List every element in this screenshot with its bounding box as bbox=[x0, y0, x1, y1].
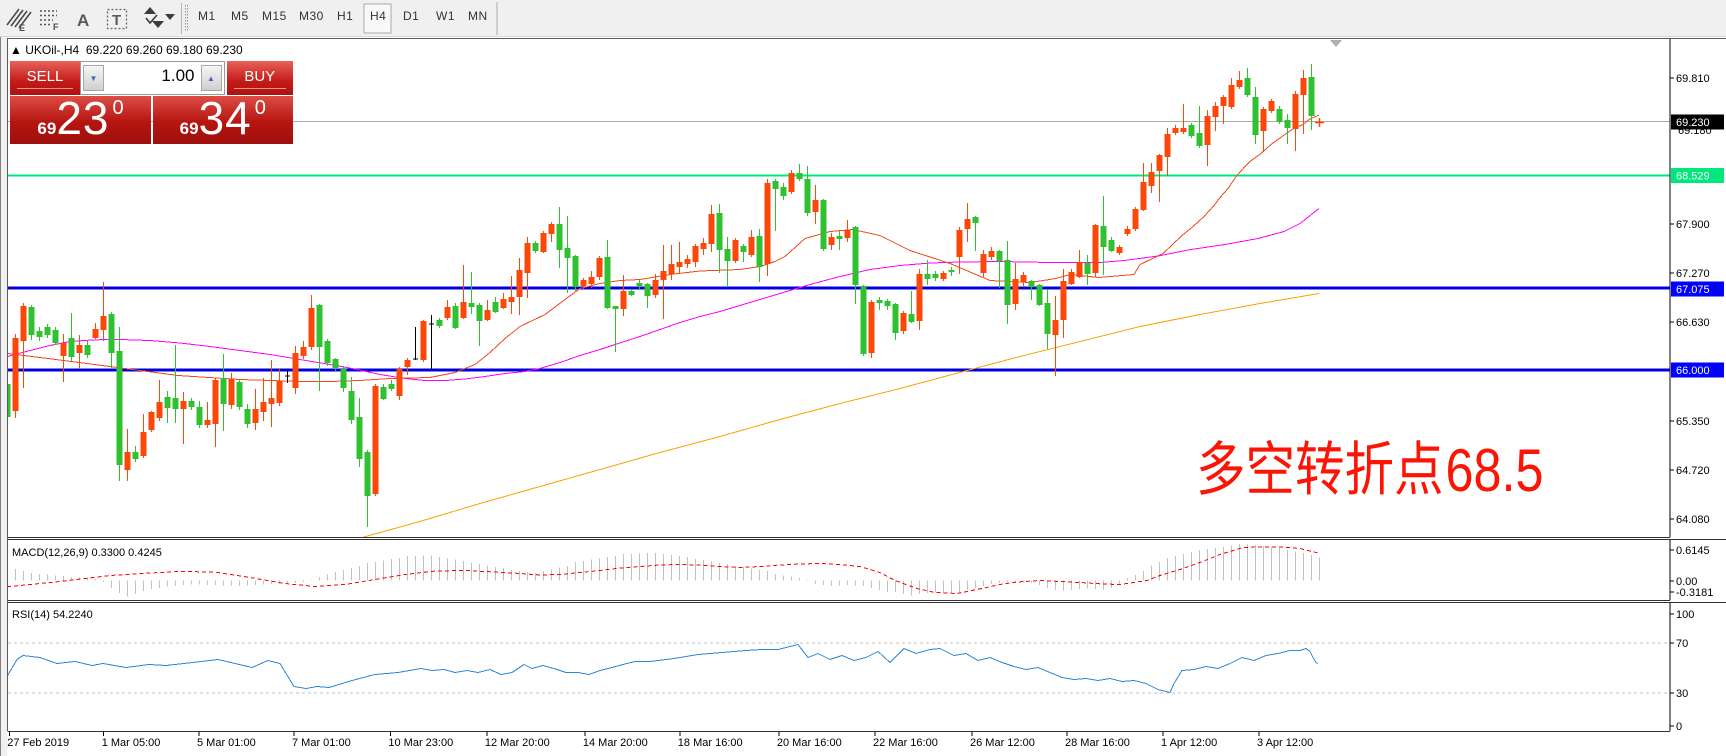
svg-text:1 Apr 12:00: 1 Apr 12:00 bbox=[1161, 737, 1217, 749]
svg-text:14 Mar 20:00: 14 Mar 20:00 bbox=[583, 737, 648, 749]
svg-text:64.720: 64.720 bbox=[1676, 465, 1710, 477]
svg-text:30: 30 bbox=[1676, 688, 1688, 700]
svg-text:65.350: 65.350 bbox=[1676, 416, 1710, 428]
svg-text:5 Mar 01:00: 5 Mar 01:00 bbox=[197, 737, 256, 749]
svg-text:67.900: 67.900 bbox=[1676, 219, 1710, 231]
svg-text:0.6145: 0.6145 bbox=[1676, 545, 1710, 557]
svg-text:67.075: 67.075 bbox=[1676, 284, 1710, 296]
svg-text:22 Mar 16:00: 22 Mar 16:00 bbox=[873, 737, 938, 749]
svg-text:68.5: 68.5 bbox=[1446, 437, 1544, 504]
svg-text:18 Mar 16:00: 18 Mar 16:00 bbox=[678, 737, 743, 749]
svg-text:27 Feb 2019: 27 Feb 2019 bbox=[7, 737, 69, 749]
svg-text:0.00: 0.00 bbox=[1676, 576, 1697, 588]
svg-text:0: 0 bbox=[1676, 721, 1682, 733]
svg-text:100: 100 bbox=[1676, 609, 1694, 621]
svg-text:66.630: 66.630 bbox=[1676, 317, 1710, 329]
svg-text:28 Mar 16:00: 28 Mar 16:00 bbox=[1065, 737, 1130, 749]
svg-text:MACD(12,26,9) 0.3300 0.4245: MACD(12,26,9) 0.3300 0.4245 bbox=[12, 547, 162, 559]
svg-text:7 Mar 01:00: 7 Mar 01:00 bbox=[292, 737, 351, 749]
svg-text:69.230: 69.230 bbox=[1676, 117, 1710, 129]
svg-text:1 Mar 05:00: 1 Mar 05:00 bbox=[102, 737, 161, 749]
svg-text:68.529: 68.529 bbox=[1676, 171, 1710, 183]
svg-text:T: T bbox=[112, 12, 121, 29]
svg-text:E: E bbox=[19, 23, 25, 33]
svg-text:20 Mar 16:00: 20 Mar 16:00 bbox=[777, 737, 842, 749]
svg-text:A: A bbox=[77, 11, 89, 30]
svg-text:12 Mar 20:00: 12 Mar 20:00 bbox=[485, 737, 550, 749]
svg-text:64.080: 64.080 bbox=[1676, 514, 1710, 526]
svg-text:-0.3181: -0.3181 bbox=[1676, 587, 1713, 599]
svg-text:3 Apr 12:00: 3 Apr 12:00 bbox=[1257, 737, 1313, 749]
svg-text:69.810: 69.810 bbox=[1676, 73, 1710, 85]
svg-text:RSI(14) 54.2240: RSI(14) 54.2240 bbox=[12, 609, 93, 621]
svg-text:70: 70 bbox=[1676, 638, 1688, 650]
svg-text:26 Mar 12:00: 26 Mar 12:00 bbox=[970, 737, 1035, 749]
svg-text:66.000: 66.000 bbox=[1676, 365, 1710, 377]
svg-text:10 Mar 23:00: 10 Mar 23:00 bbox=[388, 737, 453, 749]
svg-text:67.270: 67.270 bbox=[1676, 268, 1710, 280]
svg-text:F: F bbox=[53, 22, 59, 32]
